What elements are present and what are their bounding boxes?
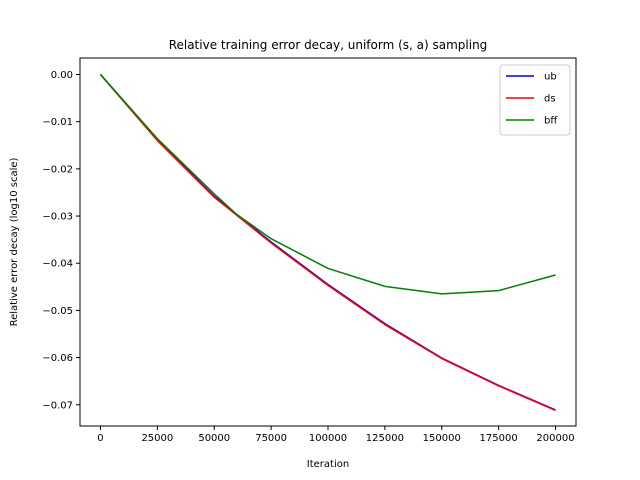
y-tick-label: −0.05 <box>42 306 73 317</box>
legend-label-ub: ub <box>544 72 557 83</box>
x-tick-label: 75000 <box>255 433 287 444</box>
x-tick-label: 200000 <box>536 433 574 444</box>
legend-label-ds: ds <box>544 94 556 105</box>
series-line-ds <box>99 74 556 412</box>
chart-title: Relative training error decay, uniform (… <box>169 38 488 52</box>
x-tick-label: 50000 <box>198 433 230 444</box>
x-tick-label: 125000 <box>366 433 404 444</box>
y-tick-label: 0.00 <box>51 70 73 81</box>
series-line-ub <box>99 74 556 411</box>
series-layer <box>99 74 556 412</box>
x-tick-label: 25000 <box>141 433 173 444</box>
x-axis-label: Iteration <box>307 459 349 470</box>
x-tick-label: 100000 <box>309 433 347 444</box>
legend: ub ds bff <box>499 64 571 136</box>
y-tick-label: −0.03 <box>42 212 73 223</box>
x-tick-label: 150000 <box>423 433 461 444</box>
x-tick-label: 0 <box>97 433 103 444</box>
y-tick-label: −0.07 <box>42 400 73 411</box>
series-line-bff <box>99 74 556 295</box>
x-tick-label: 175000 <box>480 433 518 444</box>
y-tick-label: −0.01 <box>42 117 73 128</box>
ticks-layer: 0 25000 50000 75000 100000 125000 150000 175000… <box>42 70 574 444</box>
legend-box <box>499 64 571 136</box>
y-tick-label: −0.04 <box>42 259 73 270</box>
y-tick-label: −0.06 <box>42 353 73 364</box>
y-axis-label: Relative error decay (log10 scale) <box>9 157 20 326</box>
plot-frame <box>79 57 577 427</box>
legend-label-bff: bff <box>544 116 558 127</box>
y-tick-label: −0.02 <box>42 164 73 175</box>
